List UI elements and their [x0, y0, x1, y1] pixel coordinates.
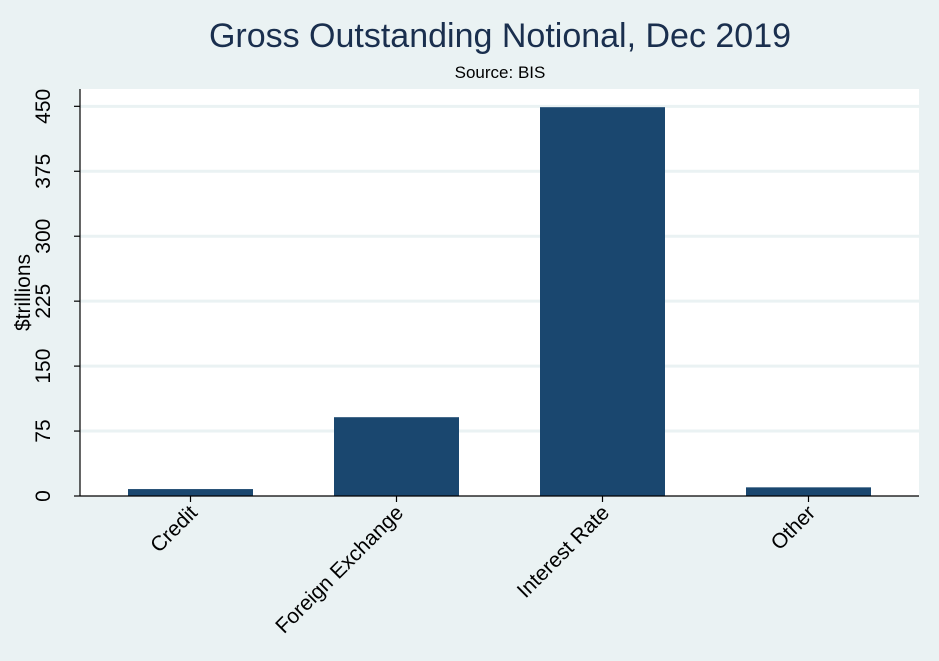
plot-area [80, 89, 919, 496]
y-tick-label: 0 [32, 490, 55, 502]
y-tick-label: 225 [32, 284, 55, 319]
x-tick-label: Credit [146, 501, 202, 557]
bar [334, 417, 459, 496]
y-tick-label: 375 [32, 154, 55, 189]
bar [540, 107, 665, 496]
y-tick-label: 150 [32, 349, 55, 384]
bar [746, 487, 871, 496]
y-tick-label: 450 [32, 89, 55, 124]
y-axis-title: $trillions [12, 254, 35, 331]
chart-title: Gross Outstanding Notional, Dec 2019 [209, 17, 791, 55]
y-tick-label: 75 [32, 419, 55, 442]
x-tick-labels: Credit Foreign Exchange Interest Rate Other [146, 501, 820, 638]
x-tick-label: Other [767, 501, 820, 554]
y-tick-label: 300 [32, 219, 55, 254]
bar [128, 489, 253, 496]
x-tick-label: Interest Rate [513, 501, 614, 602]
x-tick-label: Foreign Exchange [271, 501, 408, 638]
chart-subtitle: Source: BIS [455, 63, 546, 82]
gridlines [80, 104, 919, 433]
bars [128, 107, 871, 496]
y-tick-labels: 0 75 150 225 300 375 450 [32, 89, 55, 502]
axes [74, 89, 919, 502]
